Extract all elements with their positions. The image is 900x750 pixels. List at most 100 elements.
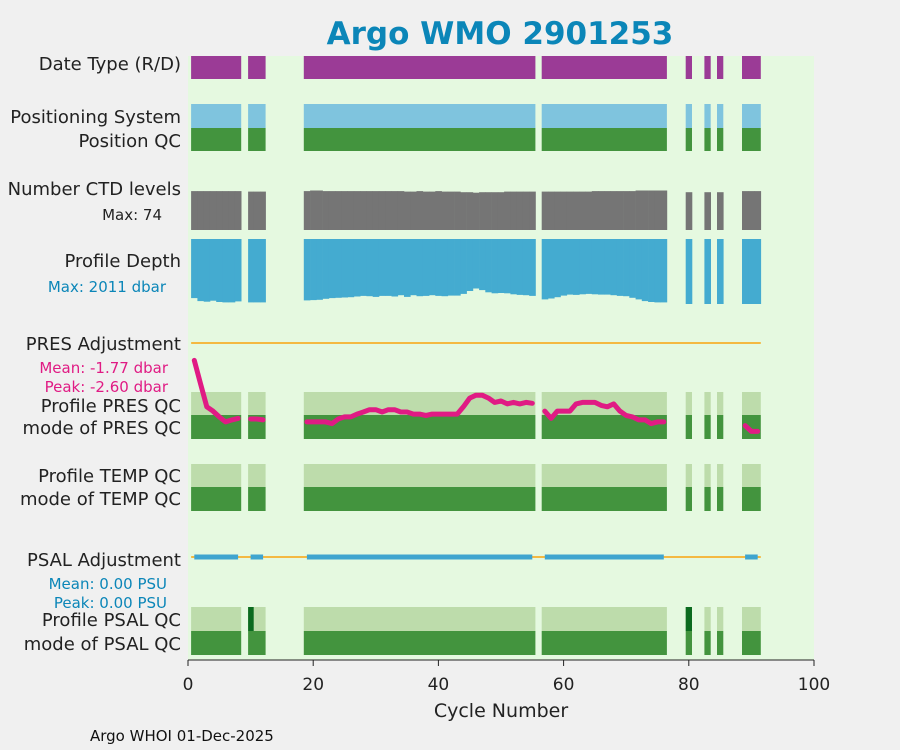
pres-adjustment-line-4 [742,423,761,434]
ctd-level-bar-41 [491,192,499,230]
profile-depth-bar-38 [472,239,480,289]
positioning-system-bar-7 [742,104,761,128]
profile-depth-bar-11 [303,239,311,301]
date-type-bar-0 [191,56,242,79]
profile-depth-bar-48 [541,239,549,300]
ctd-level-bar-63 [635,190,643,230]
profile-depth-bar-1 [197,239,204,302]
positioning-system-bar-0 [191,104,242,128]
date-type-bar-7 [742,56,761,79]
profile-depth-bar-46 [522,239,530,296]
ctd-level-bar-45 [516,191,524,230]
ctd-level-bar-61 [623,191,630,230]
ctd-level-bar-1 [197,191,204,230]
ctd-level-bar-21 [366,191,373,230]
mode-temp-qc-bar-1 [248,487,266,511]
profile-depth-bar-8 [248,239,254,303]
profile-depth-bar-55 [585,239,593,294]
position-qc-bar-2 [303,128,536,151]
profile-depth-bar-68 [685,239,693,304]
profile-depth-bar-37 [466,239,474,291]
ctd-level-bar-59 [610,191,618,230]
profile-depth-bar-33 [441,239,449,297]
ctd-level-bar-57 [598,191,605,230]
mode-psal-qc-bar-6 [717,631,724,655]
mode-temp-qc-bar-5 [704,487,711,511]
profile-depth-bar-72 [748,239,755,304]
position-qc-bar-3 [541,128,667,151]
profile-depth-bar-26 [397,239,405,296]
ctd-level-bar-12 [310,190,317,230]
ctd-level-bar-19 [353,191,361,230]
x-axis-ticks: 0 20 40 60 80 100 [183,660,830,695]
mode-temp-qc-bar-6 [717,487,724,511]
ctd-level-bar-26 [397,191,405,230]
profile-depth-bar-60 [616,239,624,296]
label-depth-max: Max: 2011 dbar [48,278,167,296]
positioning-system-bar-5 [704,104,711,128]
ctd-level-bar-17 [341,191,348,230]
pres-adjustment-line-1 [248,416,266,423]
profile-depth-bar-54 [579,239,586,295]
status-bars [191,56,762,655]
ctd-level-bar-9 [253,191,261,230]
profile-depth-bar-12 [310,239,317,301]
position-qc-bar-5 [704,128,711,151]
profile-depth-bar-29 [416,239,424,297]
label-mode-pres-qc: mode of PRES QC [23,418,181,439]
label-pres-peak: Peak: -2.60 dbar [45,378,169,396]
mode-psal-qc-bar-4 [685,631,692,655]
mode-temp-qc-bar-2 [303,487,536,511]
profile-depth-bar-61 [623,239,630,297]
profile-depth-bar-35 [454,239,461,296]
ctd-level-bar-27 [404,191,411,230]
label-psal-mean: Mean: 0.00 PSU [49,575,167,593]
ctd-level-bar-44 [510,191,517,230]
positioning-system-bar-4 [685,104,692,128]
pres-adjustment-line-2 [304,392,535,427]
profile-depth-bar-7 [234,239,242,302]
profile-temp-qc-bar-3 [541,464,667,487]
profile-depth-bar-67 [660,239,668,303]
profile-temp-qc-bar-6 [717,464,724,487]
position-qc-bar-1 [248,128,266,151]
label-profile-pres-qc: Profile PRES QC [41,396,181,417]
ctd-level-bar-14 [322,191,330,230]
profile-depth-bar-9 [253,239,261,303]
label-profile-depth: Profile Depth [64,251,181,272]
profile-psal-qc-dark-0 [248,607,254,631]
date-type-bar-6 [717,56,724,79]
profile-pres-qc-bar-6 [717,392,724,415]
x-tick-label-0: 0 [183,675,194,695]
ctd-level-bar-66 [654,190,661,230]
profile-depth-bar-41 [491,239,499,294]
pres-adjustment-line-0 [191,357,241,425]
profile-psal-qc-bar-7 [742,607,761,631]
date-type-bar-1 [248,56,266,79]
profile-depth-bar-69 [704,239,711,304]
mode-pres-qc-bar-6 [717,415,724,439]
label-date-type: Date Type (R/D) [39,54,181,75]
profile-depth-bar-63 [635,239,643,300]
x-tick-label-80: 80 [678,675,700,695]
ctd-level-bar-18 [347,191,355,230]
ctd-level-bar-8 [248,191,254,230]
ctd-level-bar-31 [429,191,436,230]
profile-depth-bar-65 [648,239,655,302]
profile-depth-bar-20 [360,239,367,296]
profile-depth-bar-3 [209,239,217,301]
profile-psal-qc-bar-3 [541,607,667,631]
profile-depth-bar-28 [410,239,417,296]
profile-pres-qc-bar-1 [248,392,266,415]
profile-depth-bar-13 [316,239,323,300]
profile-depth-bar-57 [598,239,605,295]
profile-depth-bar-39 [479,239,486,291]
profile-depth-bar-23 [378,239,386,296]
profile-depth-bar-40 [485,239,492,293]
profile-depth-bar-21 [366,239,373,297]
ctd-level-bar-48 [541,191,549,230]
ctd-level-bar-28 [410,191,417,230]
ctd-level-bar-16 [335,191,342,230]
mode-psal-qc-bar-3 [541,631,667,655]
